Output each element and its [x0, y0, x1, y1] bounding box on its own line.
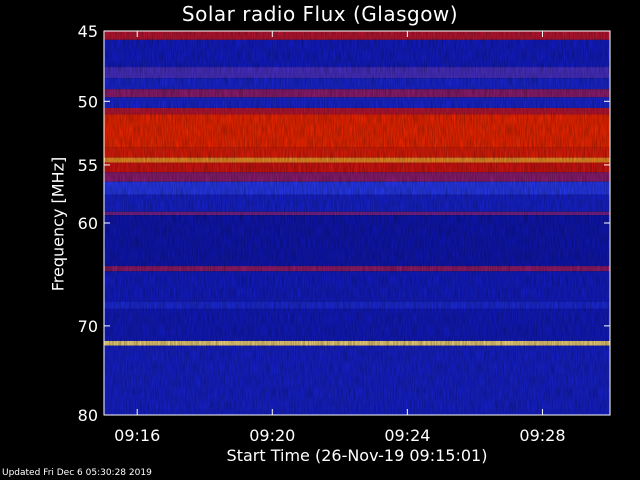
x-tick-label: 09:16: [114, 426, 160, 445]
noise-overlay: [104, 31, 610, 415]
y-tick-label: 60: [78, 214, 98, 233]
y-tick-label: 45: [78, 22, 98, 41]
x-axis-label: Start Time (26-Nov-19 09:15:01): [226, 446, 488, 465]
x-tick-label: 09:24: [384, 426, 430, 445]
y-tick-label: 55: [78, 156, 98, 175]
x-tick-label: 09:28: [519, 426, 565, 445]
chart-title: Solar radio Flux (Glasgow): [181, 2, 459, 26]
x-axis-ticks: 09:16 09:20 09:24 09:28: [114, 31, 566, 445]
y-tick-label: 70: [78, 317, 98, 336]
x-tick-label: 09:20: [249, 426, 295, 445]
y-axis-ticks: 45 50 55 60 70 80: [78, 22, 610, 425]
y-tick-label: 80: [78, 406, 98, 425]
updated-timestamp: Updated Fri Dec 6 05:30:28 2019: [2, 468, 152, 478]
y-tick-label: 50: [78, 92, 98, 111]
